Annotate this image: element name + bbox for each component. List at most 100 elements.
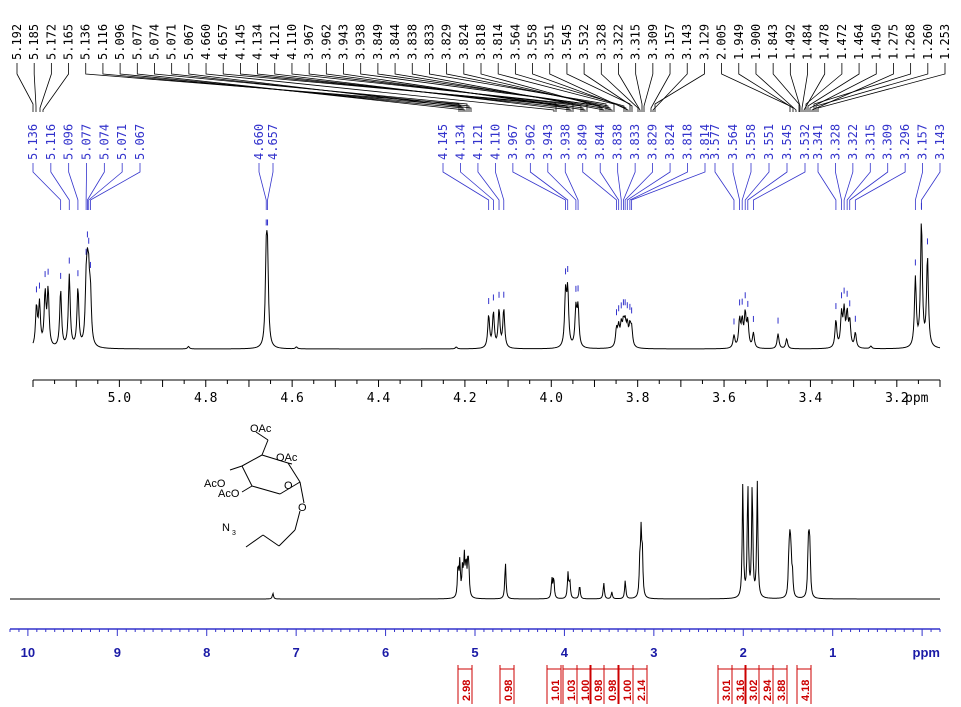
- structure-label-aco-lower: AcO: [218, 488, 240, 500]
- top-peak-label: 3.564: [508, 24, 522, 60]
- expanded-peak-markers: [36, 203, 927, 325]
- integral-value: 1.01: [550, 680, 562, 701]
- top-peak-connector: [86, 63, 459, 112]
- integral-bracket: [633, 665, 647, 669]
- top-peak-connector: [773, 63, 799, 112]
- blue-peak-label: 3.532: [798, 124, 812, 160]
- blue-peak-connector: [51, 163, 69, 210]
- integral-value: 3.88: [776, 680, 788, 701]
- blue-peak-connector: [618, 163, 622, 210]
- integral-value: 2.94: [762, 679, 774, 701]
- top-peak-label: 3.309: [646, 24, 660, 60]
- blue-peak-label: 5.071: [115, 124, 129, 160]
- full-tick-label: 10: [21, 645, 35, 660]
- integral-bracket: [458, 665, 472, 669]
- blue-peak-label: 3.545: [780, 124, 794, 160]
- full-spectrum-trace: [10, 481, 940, 599]
- top-peak-label: 1.253: [938, 24, 952, 60]
- top-peak-label: 4.660: [199, 24, 213, 60]
- blue-peak-label: 3.967: [506, 124, 520, 160]
- top-peak-connector: [40, 63, 51, 112]
- top-peak-label: 5.067: [182, 24, 196, 60]
- integral-bracket: [577, 665, 591, 669]
- top-peak-label: 3.322: [611, 24, 625, 60]
- blue-peak-label: 3.962: [523, 124, 537, 160]
- blue-peak-label: 3.328: [828, 124, 842, 160]
- top-peak-label: 3.545: [560, 24, 574, 60]
- top-peak-label: 3.814: [491, 24, 505, 60]
- blue-peak-connector: [753, 163, 805, 210]
- top-peak-label: 1.464: [852, 24, 866, 60]
- top-peak-label: 4.657: [216, 24, 230, 60]
- blue-peak-connector: [89, 163, 122, 210]
- integral-bracket: [797, 665, 811, 669]
- integral-bracket: [547, 665, 561, 669]
- blue-peak-connector: [69, 163, 78, 210]
- blue-peak-label: 4.657: [266, 124, 280, 160]
- top-peak-label: 3.551: [543, 24, 557, 60]
- integral-value: 1.00: [622, 680, 634, 701]
- top-peak-label: 3.833: [422, 24, 436, 60]
- integral-value: 1.03: [566, 680, 578, 701]
- integral-value: 0.98: [593, 680, 605, 701]
- blue-peak-label: 5.074: [97, 124, 111, 160]
- blue-peak-labels: 5.136 5.116 5.096 5.077 5.074 5.071 5.067 4.660…: [26, 124, 947, 160]
- full-tick-label: 5: [471, 645, 478, 660]
- integral-bracket: [759, 665, 773, 669]
- blue-peak-connector: [627, 163, 670, 210]
- full-tick-label: 3: [650, 645, 657, 660]
- blue-peak-label: 3.849: [576, 124, 590, 160]
- top-peak-label: 4.121: [268, 24, 282, 60]
- full-tick-label: 4: [561, 645, 569, 660]
- integral-bracket: [590, 665, 604, 669]
- blue-peak-label: 4.660: [252, 124, 266, 160]
- top-peak-label: 3.844: [388, 24, 402, 60]
- full-tick-label: 7: [293, 645, 300, 660]
- blue-peak-connector: [87, 163, 104, 210]
- expanded-spectrum-trace: [33, 224, 940, 349]
- top-peak-label: 5.172: [44, 24, 58, 60]
- top-peak-label: 2.005: [715, 24, 729, 60]
- top-peak-labels: 5.192 5.185 5.172 5.165 5.136 5.116 5.096 5.077…: [10, 24, 952, 60]
- blue-peak-connector: [847, 163, 870, 210]
- blue-peak-label: 3.143: [933, 124, 947, 160]
- top-peak-label: 3.962: [319, 24, 333, 60]
- blue-peak-label: 3.824: [663, 124, 677, 160]
- top-peak-label: 1.900: [749, 24, 763, 60]
- blue-peak-connector: [742, 163, 751, 210]
- blue-peak-connector: [90, 163, 140, 210]
- integral-value: 0.98: [607, 680, 619, 701]
- top-peak-label: 1.450: [869, 24, 883, 60]
- blue-peak-label: 3.844: [593, 124, 607, 160]
- full-tick-label: 8: [203, 645, 210, 660]
- blue-peak-connector: [513, 163, 566, 210]
- top-peak-label: 5.096: [113, 24, 127, 60]
- full-tick-label: 1: [829, 645, 836, 660]
- blue-peak-label: 4.110: [488, 124, 502, 160]
- full-tick-label: 6: [382, 645, 389, 660]
- blue-peak-label: 3.315: [863, 124, 877, 160]
- blue-peak-connector: [583, 163, 617, 210]
- top-peak-label: 3.532: [577, 24, 591, 60]
- integral-bracket: [773, 665, 787, 669]
- blue-peak-label: 5.136: [26, 124, 40, 160]
- blue-peak-connector: [855, 163, 905, 210]
- blue-peak-label: 3.564: [726, 124, 740, 160]
- blue-peak-connector: [818, 163, 836, 210]
- expanded-tick-label: 4.8: [194, 391, 217, 406]
- blue-peak-connector: [33, 163, 61, 210]
- top-peak-label: 3.818: [474, 24, 488, 60]
- structure-label-oac-right: OAc: [276, 452, 298, 464]
- blue-peak-label: 3.818: [681, 124, 695, 160]
- integral-bracket: [500, 665, 514, 669]
- top-peak-label: 3.849: [371, 24, 385, 60]
- blue-peak-label: 3.938: [558, 124, 572, 160]
- top-peak-label: 5.116: [96, 24, 110, 60]
- top-peak-label: 5.074: [147, 24, 161, 60]
- integral-value: 0.98: [503, 680, 515, 701]
- blue-peak-label: 3.551: [762, 124, 776, 160]
- expanded-tick-label: 3.6: [712, 391, 735, 406]
- top-peak-connector: [790, 63, 800, 112]
- top-peak-label: 4.134: [251, 24, 265, 60]
